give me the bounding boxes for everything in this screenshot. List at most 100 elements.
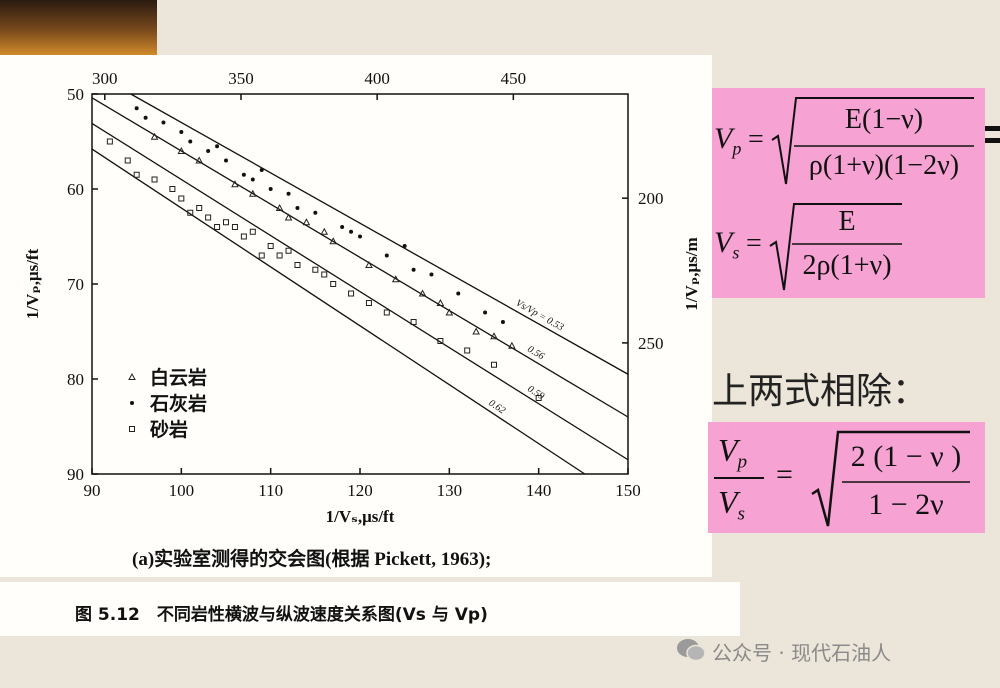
- y2-tick-label: 250: [638, 334, 664, 353]
- y-tick-label: 80: [67, 370, 84, 389]
- square-point: [178, 195, 185, 202]
- triangle-point: [329, 237, 338, 245]
- x2-tick-label: 350: [228, 69, 254, 88]
- reference-line-label: 0.56: [525, 344, 546, 362]
- x2-tick-label: 450: [501, 69, 527, 88]
- dot-point: [268, 187, 273, 191]
- dot-point: [456, 291, 461, 296]
- sub: p: [732, 138, 742, 159]
- dot-point: [500, 320, 505, 324]
- vp-symbol: Vp: [718, 432, 747, 474]
- dot-point: [130, 401, 134, 405]
- x-tick-label: 130: [437, 481, 463, 500]
- dot-point: [313, 210, 318, 215]
- reference-line: [91, 97, 629, 418]
- triangle-point: [231, 180, 239, 188]
- v: V: [718, 432, 738, 468]
- square-point: [464, 347, 471, 354]
- dot-point: [295, 206, 300, 210]
- dot-point: [402, 244, 407, 248]
- triangle-point: [128, 372, 136, 380]
- chart-subtitle: (a)实验室测得的交会图(根据 Pickett, 1963);: [132, 547, 491, 570]
- y-tick-label: 90: [67, 465, 84, 484]
- reference-line-label: Vs/Vp = 0.53: [514, 298, 566, 334]
- triangle-point: [275, 203, 284, 211]
- legend-label: 石灰岩: [149, 392, 207, 415]
- v: V: [718, 484, 738, 520]
- x2-tick-label: 400: [364, 69, 390, 88]
- triangle-point: [472, 327, 480, 335]
- dot-point: [358, 234, 362, 239]
- x-tick-label: 150: [615, 481, 641, 500]
- x2-tick-label: 300: [92, 69, 118, 88]
- vp-symbol: Vp: [714, 122, 741, 159]
- triangle-point: [418, 289, 427, 297]
- triangle-point: [445, 308, 454, 316]
- intro-text: 上两式相除：: [712, 371, 929, 412]
- watermark: 公众号 · 现代石油人: [712, 641, 892, 665]
- dot-point: [188, 139, 193, 144]
- x-tick-label: 140: [526, 481, 552, 500]
- chart-panel: [0, 55, 712, 577]
- square-point: [214, 224, 221, 230]
- dot-point: [161, 120, 166, 125]
- sub: p: [737, 451, 748, 473]
- denominator: ρ(1+ν)(1−2ν): [808, 150, 960, 181]
- radical-signs: [769, 97, 974, 291]
- square-point: [196, 205, 203, 211]
- x-tick-label: 110: [258, 481, 283, 500]
- triangle-point: [302, 218, 311, 226]
- decor-bar: [985, 126, 1000, 131]
- v: V: [714, 226, 733, 259]
- reference-line: [130, 93, 629, 375]
- square-point: [312, 266, 319, 273]
- legend-label: 白云岩: [150, 366, 207, 389]
- square-point: [383, 309, 390, 316]
- equals: =: [776, 458, 793, 491]
- triangle-point: [248, 189, 257, 197]
- numerator: E: [838, 206, 856, 237]
- y2-tick-label: 200: [638, 189, 664, 208]
- square-point: [133, 171, 140, 178]
- v: V: [714, 122, 733, 155]
- dot-point: [411, 267, 416, 272]
- dot-point: [384, 253, 389, 258]
- sub: s: [737, 503, 746, 525]
- vs-symbol: Vs: [714, 226, 739, 263]
- square-point: [267, 243, 274, 249]
- triangle-point: [150, 132, 159, 140]
- square-point: [285, 247, 292, 254]
- dot-point: [215, 144, 220, 149]
- reference-line: [91, 148, 586, 475]
- dot-point: [241, 172, 246, 177]
- square-point: [240, 233, 247, 240]
- x-tick-label: 90: [84, 481, 101, 500]
- square-point: [410, 319, 417, 325]
- dot-point: [259, 168, 264, 172]
- denominator: 1 − 2ν: [868, 488, 944, 521]
- square-point: [249, 228, 256, 235]
- square-point: [321, 271, 328, 278]
- denominator: 2ρ(1+ν): [802, 250, 892, 281]
- triangle-point: [508, 341, 516, 349]
- triangle-point: [391, 275, 400, 283]
- reference-line: [91, 122, 629, 461]
- equals: =: [748, 124, 764, 155]
- triangle-point: [436, 298, 445, 306]
- square-point: [205, 214, 212, 221]
- dot-point: [429, 272, 434, 277]
- decor-bar: [985, 138, 1000, 143]
- triangle-point: [320, 227, 329, 235]
- triangle-point: [195, 156, 204, 164]
- x-tick-label: 100: [169, 481, 195, 500]
- square-point: [187, 209, 194, 216]
- square-point: [223, 219, 229, 226]
- y-axis-label: 1/Vₚ,μs/ft: [23, 248, 42, 319]
- dot-point: [179, 130, 184, 134]
- y-tick-label: 60: [67, 180, 84, 199]
- dot-point: [349, 229, 354, 234]
- dot-point: [143, 115, 148, 120]
- header-photo: [0, 0, 157, 55]
